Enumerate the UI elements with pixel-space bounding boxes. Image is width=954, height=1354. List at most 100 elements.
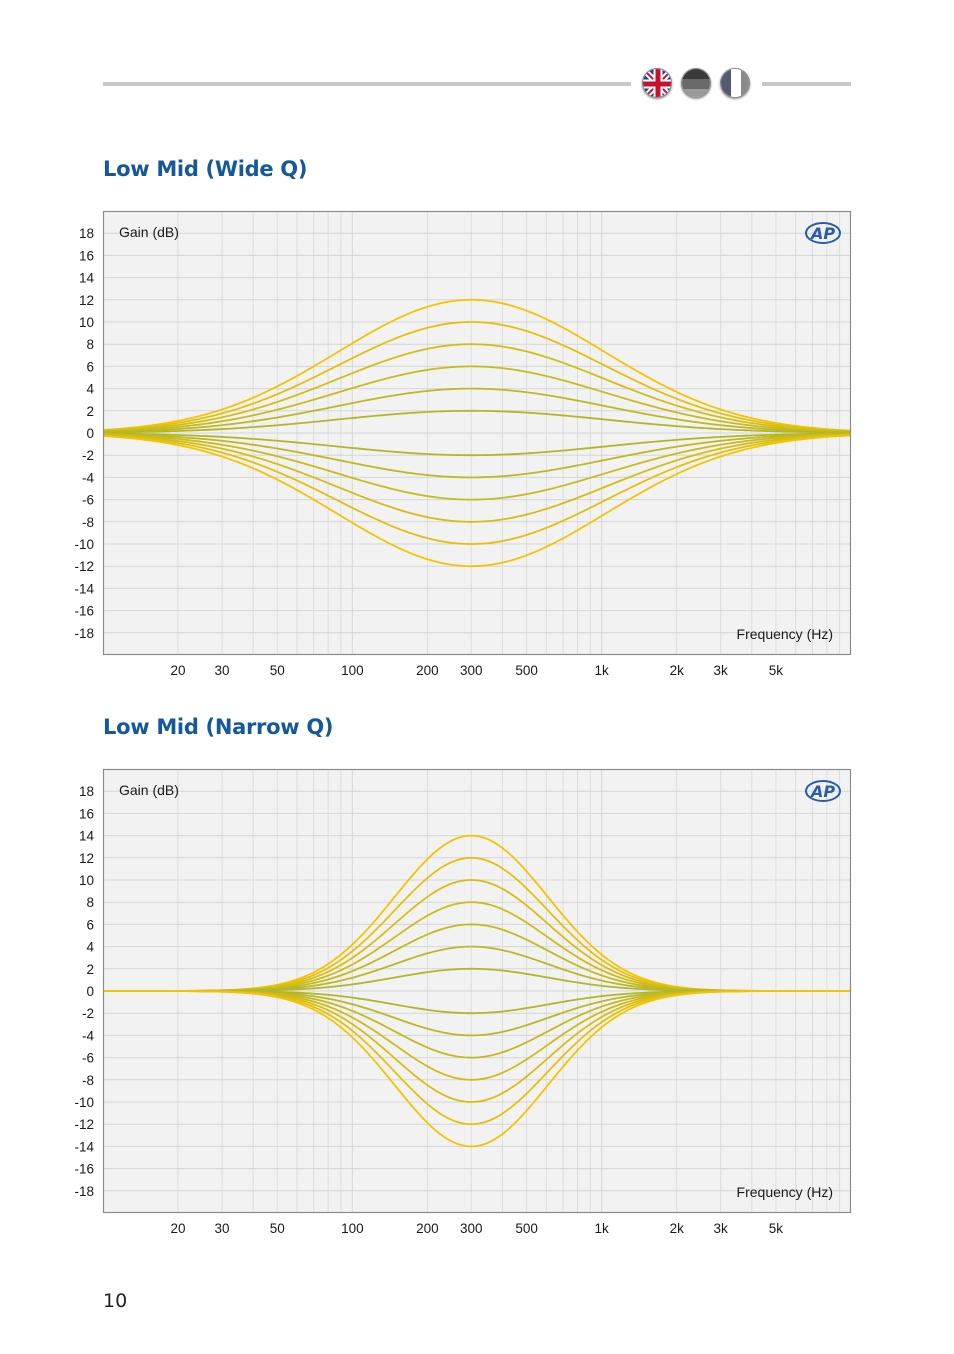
x-tick-label: 20 xyxy=(171,663,186,678)
y-tick-label: 8 xyxy=(86,895,94,910)
curve-12db xyxy=(102,298,852,432)
x-tick-label: 50 xyxy=(270,1221,285,1236)
x-tick-label: 500 xyxy=(515,1221,538,1236)
x-tick-label: 100 xyxy=(341,1221,364,1236)
curve--8db xyxy=(102,433,852,523)
header-rule-right xyxy=(762,82,851,86)
x-axis-title: Frequency (Hz) xyxy=(737,626,833,642)
y-tick-label: -6 xyxy=(82,1051,94,1066)
y-tick-label: -4 xyxy=(82,1028,94,1043)
x-axis-title: Frequency (Hz) xyxy=(737,1184,833,1200)
y-tick-label: -8 xyxy=(82,515,94,530)
y-tick-label: 10 xyxy=(79,315,94,330)
y-axis-title: Gain (dB) xyxy=(119,782,179,798)
y-tick-label: 8 xyxy=(86,337,94,352)
plot-frame xyxy=(102,768,852,1214)
y-tick-label: -8 xyxy=(82,1073,94,1088)
x-tick-label: 3k xyxy=(713,663,728,678)
y-tick-label: -16 xyxy=(74,604,94,619)
ap-logo-icon: AP xyxy=(805,780,841,802)
y-tick-label: 6 xyxy=(86,917,94,932)
y-tick-label: 0 xyxy=(86,984,94,999)
chart-svg: 181614121086420-2-4-6-8-10-12-14-16-1820… xyxy=(74,210,852,678)
curve--12db xyxy=(102,434,852,568)
y-tick-label: -18 xyxy=(74,626,94,641)
ap-logo-text: AP xyxy=(809,782,835,801)
y-axis-labels: 18 16 14 12 10 8 6 4 2 0 -2 -4 -6 -8 -10 -12 -14 -16 -18 xyxy=(74,784,94,1199)
y-tick-label: 4 xyxy=(86,940,94,955)
curve-2db xyxy=(102,409,852,434)
eq-chart-wide-q: 18 16 14 12 10 8 6 4 2 0 -2 -4 -6 -8 -10 -12 -14 -16 -18 20… xyxy=(0,205,954,685)
y-tick-label: -10 xyxy=(74,1095,94,1110)
y-tick-label: 18 xyxy=(79,784,94,799)
x-tick-label: 30 xyxy=(214,663,229,678)
y-tick-label: 12 xyxy=(79,293,94,308)
x-tick-label: 200 xyxy=(416,663,439,678)
x-tick-label: 500 xyxy=(515,663,538,678)
y-tick-label: -14 xyxy=(74,581,94,596)
x-axis-labels: 20 30 50 100 200 300 500 1k 2k 3k 5k xyxy=(171,1221,784,1236)
y-tick-label: 14 xyxy=(79,271,95,286)
y-tick-label: -2 xyxy=(82,1006,94,1021)
x-tick-label: 50 xyxy=(270,663,285,678)
y-tick-label: -14 xyxy=(74,1139,94,1154)
x-tick-label: 3k xyxy=(713,1221,728,1236)
x-tick-label: 5k xyxy=(769,1221,784,1236)
y-axis-title: Gain (dB) xyxy=(119,224,179,240)
y-tick-label: -4 xyxy=(82,470,94,485)
grid xyxy=(103,211,851,655)
curves xyxy=(102,298,852,568)
x-tick-label: 20 xyxy=(171,1221,186,1236)
y-tick-label: 10 xyxy=(79,873,94,888)
y-tick-label: 16 xyxy=(79,806,94,821)
y-axis-labels: 18 16 14 12 10 8 6 4 2 0 -2 -4 -6 -8 -10 -12 -14 -16 -18 xyxy=(74,226,94,641)
chart-title-narrow-q: Low Mid (Narrow Q) xyxy=(103,715,334,739)
chart-title-wide-q: Low Mid (Wide Q) xyxy=(103,157,308,181)
header-rule-left xyxy=(103,82,631,86)
x-axis-labels: 20 30 50 100 200 300 500 1k 2k 3k 5k xyxy=(171,663,784,678)
eq-chart-narrow-q: 18 16 14 12 10 8 6 4 2 0 -2 -4 -6 -8 -10 -12 -14 -16 -18 20… xyxy=(0,763,954,1243)
y-tick-label: -10 xyxy=(74,537,94,552)
x-tick-label: 1k xyxy=(595,1221,610,1236)
y-tick-label: 14 xyxy=(79,829,95,844)
uk-flag-icon[interactable] xyxy=(642,68,672,98)
y-tick-label: -12 xyxy=(74,1117,94,1132)
x-tick-label: 30 xyxy=(214,1221,229,1236)
y-tick-label: -12 xyxy=(74,559,94,574)
ap-logo-icon: AP xyxy=(805,222,841,244)
y-tick-label: 16 xyxy=(79,248,94,263)
y-tick-label: 2 xyxy=(86,404,94,419)
x-tick-label: 1k xyxy=(595,663,610,678)
curve--10db xyxy=(102,434,852,545)
curve-8db xyxy=(102,343,852,433)
curve-6db xyxy=(102,365,852,433)
y-tick-label: 2 xyxy=(86,962,94,977)
x-tick-label: 300 xyxy=(460,1221,483,1236)
x-tick-label: 2k xyxy=(670,663,685,678)
x-tick-label: 5k xyxy=(769,663,784,678)
curve--2db xyxy=(102,432,852,457)
page-number: 10 xyxy=(103,1290,128,1312)
y-tick-label: 0 xyxy=(86,426,94,441)
ap-logo-ring xyxy=(805,222,841,244)
curves xyxy=(103,834,851,1148)
x-tick-label: 100 xyxy=(341,663,364,678)
y-tick-label: -6 xyxy=(82,493,94,508)
curve--6db xyxy=(102,433,852,501)
y-tick-label: -16 xyxy=(74,1162,94,1177)
curve--14db xyxy=(103,990,851,1148)
x-tick-label: 2k xyxy=(670,1221,685,1236)
chart-svg: 181614121086420-2-4-6-8-10-12-14-16-1820… xyxy=(74,768,852,1236)
x-tick-label: 300 xyxy=(460,663,483,678)
y-tick-label: 6 xyxy=(86,359,94,374)
french-flag-icon[interactable] xyxy=(720,68,750,98)
plot-frame xyxy=(102,210,852,656)
y-tick-label: 4 xyxy=(86,382,94,397)
y-tick-label: 18 xyxy=(79,226,94,241)
curve-10db xyxy=(102,321,852,432)
curve-4db xyxy=(102,387,852,434)
x-tick-label: 200 xyxy=(416,1221,439,1236)
german-flag-icon[interactable] xyxy=(681,68,711,98)
curve--4db xyxy=(102,432,852,479)
y-tick-label: -2 xyxy=(82,448,94,463)
